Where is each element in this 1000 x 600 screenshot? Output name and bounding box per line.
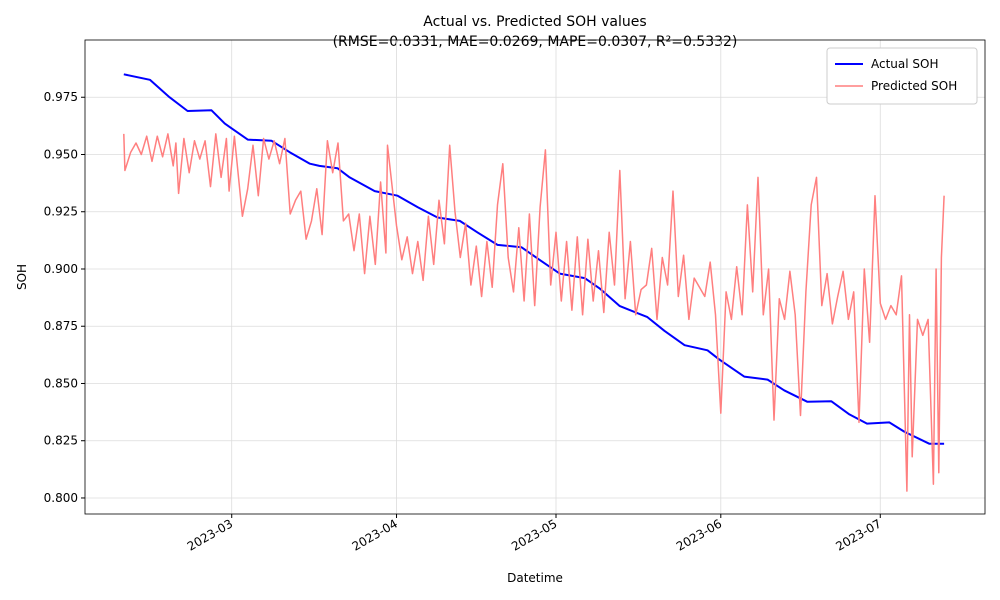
chart-title: Actual vs. Predicted SOH values: [423, 14, 646, 30]
series-line: [123, 133, 945, 492]
y-tick-label: 0.875: [44, 319, 78, 333]
y-tick-label: 0.925: [44, 205, 78, 219]
y-tick-label: 0.950: [44, 147, 78, 161]
legend-label: Actual SOH: [871, 57, 939, 71]
legend-label: Predicted SOH: [871, 79, 957, 93]
x-axis-label: Datetime: [507, 571, 563, 585]
y-tick-label: 0.900: [44, 262, 78, 276]
y-tick-label: 0.800: [44, 491, 78, 505]
x-tick-label: 2023-04: [350, 516, 400, 553]
y-tick-label: 0.825: [44, 434, 78, 448]
series-line: [123, 73, 945, 445]
legend-box: [826, 47, 978, 105]
chart-subtitle: (RMSE=0.0331, MAE=0.0269, MAPE=0.0307, R…: [333, 34, 738, 50]
y-tick-label: 0.850: [44, 376, 78, 390]
x-tick-label: 2023-07: [833, 516, 883, 553]
y-tick-label: 0.975: [44, 90, 78, 104]
x-tick-label: 2023-06: [674, 516, 724, 553]
x-tick-label: 2023-03: [185, 516, 235, 553]
x-tick-label: 2023-05: [509, 516, 559, 553]
y-axis-label: SOH: [15, 264, 29, 290]
plot-frame: [84, 39, 986, 515]
